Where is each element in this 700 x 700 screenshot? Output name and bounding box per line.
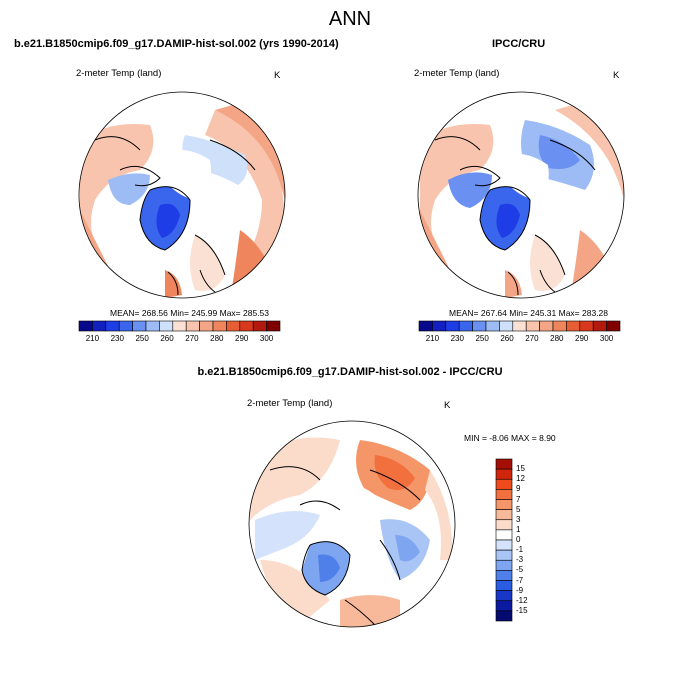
diff-colorbar-swatch (495, 559, 513, 571)
diff-colorbar-swatch (495, 549, 513, 561)
left-colorbar-tick-label: 210 (85, 334, 100, 343)
diff-colorbar-tick-label: -3 (516, 555, 524, 565)
left-panel-title: b.e21.B1850cmip6.f09_g17.DAMIP-hist-sol.… (14, 38, 339, 50)
left-colorbar-tick-label: 280 (210, 334, 224, 343)
right-variable-label: 2-meter Temp (land) (414, 68, 500, 79)
diff-colorbar-swatch (495, 590, 513, 602)
diff-colorbar-tick-label: -5 (516, 565, 524, 575)
right-colorbar-tick-label: 250 (475, 334, 489, 343)
diff-colorbar-swatch (495, 468, 513, 480)
right-colorbar-swatch (499, 320, 514, 332)
diff-colorbar-swatch (495, 529, 513, 541)
left-colorbar-tick-label: 290 (235, 334, 249, 343)
left-colorbar-tick-label: 230 (110, 334, 124, 343)
diff-colorbar-swatch (495, 499, 513, 510)
right-colorbar-swatch (418, 320, 433, 332)
right-colorbar-swatch (539, 320, 554, 332)
diff-colorbar-tick-label: 5 (516, 504, 521, 514)
right-units-label: K (613, 70, 620, 81)
left-colorbar-swatch (132, 320, 147, 332)
right-colorbar-tick-label: 210 (425, 334, 440, 343)
right-colorbar-tick-label: 290 (575, 334, 589, 343)
right-stats: MEAN= 267.64 Min= 245.31 Max= 283.28 (449, 308, 609, 318)
diff-colorbar-tick-label: 3 (516, 514, 521, 524)
left-colorbar-swatch (78, 320, 93, 332)
right-colorbar-swatch (432, 320, 447, 332)
right-map (418, 92, 624, 298)
diff-colorbar-tick-label: -9 (516, 585, 524, 595)
diff-colorbar-swatch (495, 458, 513, 470)
right-colorbar (418, 320, 621, 332)
diff-colorbar-tick-label: 1 (516, 524, 521, 534)
right-colorbar-swatch (458, 320, 473, 332)
right-colorbar-swatch (512, 320, 527, 332)
left-colorbar-swatch (145, 320, 160, 332)
left-colorbar-swatch (239, 320, 254, 332)
diff-colorbar-tick-label: 12 (516, 474, 525, 484)
right-colorbar-swatch (445, 320, 460, 332)
right-panel-title: IPCC/CRU (492, 38, 546, 50)
left-units-label: K (274, 70, 281, 81)
diff-colorbar-swatch (495, 489, 513, 500)
diff-colorbar-tick-label: -15 (516, 605, 528, 615)
diff-colorbar-swatch (495, 509, 513, 521)
left-colorbar-swatch (92, 320, 107, 332)
diff-colorbar-swatch (495, 570, 513, 581)
right-colorbar-swatch (552, 320, 567, 332)
right-colorbar-tick-label: 270 (525, 334, 539, 343)
left-colorbar-swatch (118, 320, 133, 332)
diff-colorbar-swatch (495, 580, 513, 591)
right-colorbar-tick-label: 300 (599, 334, 614, 343)
left-colorbar-swatch (172, 320, 187, 332)
diff-stats: MIN = -8.06 MAX = 8.90 (464, 433, 556, 443)
left-colorbar-swatch (105, 320, 120, 332)
right-colorbar-tick-label: 280 (550, 334, 564, 343)
diff-colorbar-tick-label: 15 (516, 464, 525, 474)
diff-map (249, 421, 455, 627)
left-colorbar-tick-label: 270 (185, 334, 199, 343)
diff-colorbar-swatch (495, 610, 513, 622)
right-colorbar-swatch (525, 320, 540, 332)
left-colorbar-swatch (252, 320, 267, 332)
diff-panel-title: b.e21.B1850cmip6.f09_g17.DAMIP-hist-sol.… (197, 366, 503, 378)
left-colorbar-swatch (199, 320, 214, 332)
diff-units-label: K (444, 400, 451, 411)
left-colorbar-tick-label: 260 (160, 334, 174, 343)
diff-colorbar-tick-label: -7 (516, 575, 524, 585)
diff-colorbar-swatch (495, 539, 513, 551)
left-colorbar-swatch (159, 320, 174, 332)
left-colorbar-swatch (212, 320, 227, 332)
left-variable-label: 2-meter Temp (land) (76, 68, 162, 79)
right-colorbar-swatch (579, 320, 594, 332)
figure-title: ANN (328, 8, 372, 30)
right-colorbar-tick-label: 260 (500, 334, 514, 343)
right-colorbar-swatch (592, 320, 607, 332)
diff-colorbar-tick-label: -12 (516, 595, 528, 605)
left-colorbar-tick-label: 250 (135, 334, 149, 343)
right-colorbar-tick-label: 230 (450, 334, 464, 343)
diff-colorbar-swatch (495, 478, 513, 490)
diff-colorbar-swatch (495, 600, 513, 612)
diff-variable-label: 2-meter Temp (land) (247, 398, 333, 409)
diff-colorbar-tick-label: 9 (516, 484, 521, 494)
diff-colorbar-swatch (495, 519, 513, 531)
right-colorbar-swatch (566, 320, 581, 332)
right-colorbar-swatch (606, 320, 621, 332)
diff-colorbar (495, 458, 513, 622)
left-colorbar-swatch (226, 320, 241, 332)
left-colorbar (78, 320, 281, 332)
right-colorbar-swatch (472, 320, 487, 332)
diff-colorbar-tick-label: -1 (516, 545, 524, 555)
diff-colorbar-tick-label: 0 (516, 535, 521, 544)
right-colorbar-swatch (485, 320, 500, 332)
left-colorbar-swatch (185, 320, 200, 332)
left-colorbar-tick-label: 300 (259, 334, 274, 343)
left-colorbar-swatch (266, 320, 281, 332)
left-stats: MEAN= 268.56 Min= 245.99 Max= 285.53 (110, 308, 270, 318)
diff-colorbar-tick-label: 7 (516, 494, 521, 504)
